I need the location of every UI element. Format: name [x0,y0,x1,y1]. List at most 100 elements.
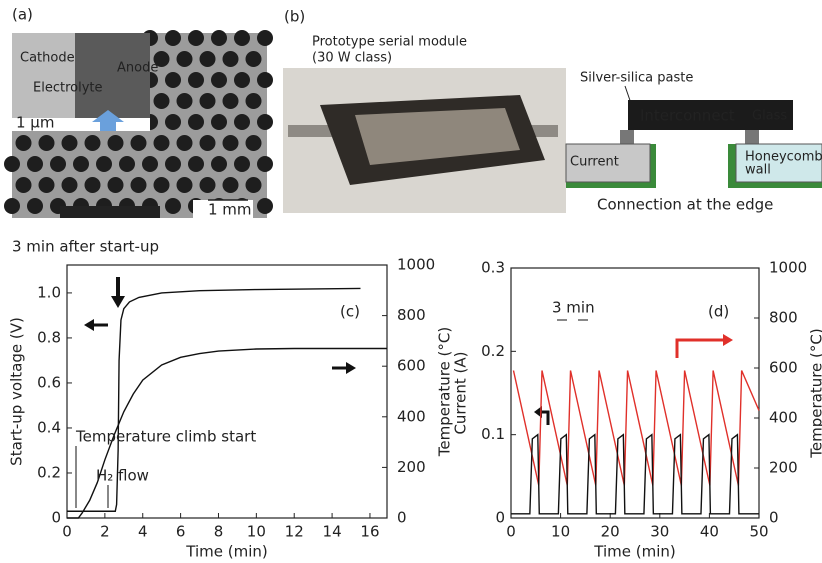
x-tick-label: 2 [100,523,110,541]
x-tick-label: 30 [650,523,669,541]
y2-tick-label: 0 [769,509,779,527]
hole [108,135,124,151]
y-tick-label: 1.0 [37,283,61,301]
data-line [513,371,759,486]
y-tick-label: 0.1 [481,425,505,443]
hole [108,177,124,193]
x-tick-label: 16 [360,523,379,541]
hole [177,177,193,193]
annotation: H₂ flow [96,467,149,485]
hole [39,135,55,151]
x-tick-label: 8 [214,523,224,541]
arrow [84,319,94,331]
y2-tick-label: 200 [769,459,798,477]
y-tick-label: 0.2 [37,463,61,481]
arrow [346,362,356,374]
panel-label: (a) [12,6,33,24]
x-axis-label: Time (min) [185,543,267,561]
y2-tick-label: 1000 [769,259,807,277]
y-tick-label: 0 [495,509,505,527]
hole [200,51,216,67]
hole [154,135,170,151]
hole [131,135,147,151]
label: Current [570,155,619,170]
x-tick-label: 40 [700,523,719,541]
hole [200,93,216,109]
paste [620,130,634,144]
hole [200,177,216,193]
data-line [511,435,759,514]
hole [142,156,158,172]
hole [200,135,216,151]
label: wall [745,163,771,178]
x-tick-label: 12 [285,523,304,541]
x-tick-label: 4 [138,523,148,541]
hole [223,51,239,67]
hole [50,156,66,172]
hole [165,30,181,46]
hole [165,72,181,88]
y-tick-label: 0.2 [481,342,505,360]
hole [177,51,193,67]
x-tick-label: 50 [749,523,768,541]
y2-tick-label: 200 [397,458,426,476]
hole [85,135,101,151]
hole [246,51,262,67]
hole [16,135,32,151]
y2-tick-label: 600 [769,359,798,377]
x-tick-label: 10 [551,523,570,541]
hole [188,156,204,172]
x-tick-label: 6 [176,523,186,541]
hole [119,156,135,172]
label: (30 W class) [312,51,392,66]
y-tick-label: 0.6 [37,373,61,391]
hole [4,156,20,172]
hole [223,177,239,193]
scale-label: 1 mm [208,201,252,219]
y-axis-label: Current (A) [452,351,470,434]
hole [246,135,262,151]
hole [16,177,32,193]
hole [62,177,78,193]
arrow [723,334,733,346]
x-tick-label: 0 [62,523,72,541]
y2-tick-label: 600 [397,357,426,375]
hole [188,114,204,130]
annotation: 3 min after start-up [12,238,159,256]
x-tick-label: 20 [601,523,620,541]
y2-axis-label: Temperature (°C) [808,328,822,458]
hole [96,156,112,172]
x-axis-label: Time (min) [593,543,675,561]
caption: Connection at the edge [597,196,773,214]
hole [211,114,227,130]
hole [85,177,101,193]
hole [211,30,227,46]
paste [745,130,759,144]
hole [188,30,204,46]
hole [246,93,262,109]
scale-label: 1 μm [16,114,54,132]
y-axis-label: Start-up voltage (V) [8,317,26,466]
annotation: Temperature climb start [75,428,256,446]
hole [211,156,227,172]
hole [27,198,43,214]
hole [39,177,55,193]
hole [234,156,250,172]
hole [234,114,250,130]
x-tick-label: 0 [506,523,516,541]
figure: (a) Cathode Anode Electrolyte 1 μm 1 mm … [0,0,822,563]
y2-tick-label: 1000 [397,256,435,274]
hole [257,114,273,130]
hole [154,93,170,109]
hole [246,177,262,193]
hole [234,30,250,46]
annotation: 3 min [552,299,595,317]
hole [223,135,239,151]
hole [257,156,273,172]
anode-region [75,33,150,123]
hole [257,198,273,214]
x-tick-label: 10 [247,523,266,541]
y-tick-label: 0.8 [37,328,61,346]
panel-label: (b) [284,8,305,26]
y-tick-label: 0.3 [481,259,505,277]
